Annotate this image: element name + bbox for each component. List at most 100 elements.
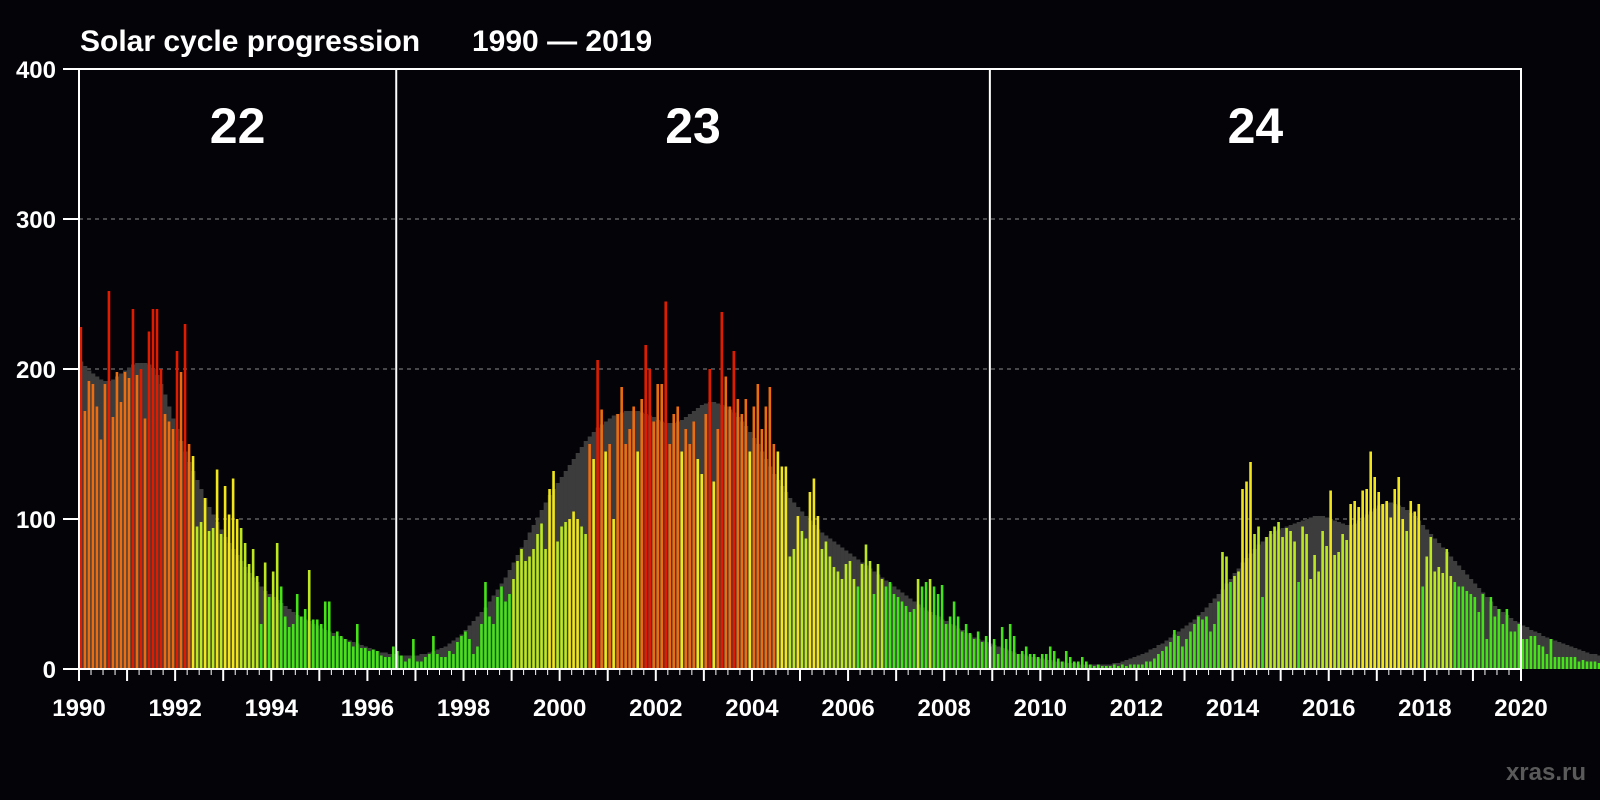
x-tick-label: 2006 [821,695,874,722]
monthly-bar [1445,549,1449,669]
monthly-bar [167,421,171,669]
y-axis-ticks: 0 100 200 300 400 [16,57,79,684]
monthly-bar [1213,624,1216,669]
monthly-bar [676,406,680,669]
monthly-bar [307,570,311,669]
monthly-bar [1545,654,1549,669]
monthly-bar [888,582,892,669]
x-tick-label: 2010 [1014,695,1067,722]
monthly-bar [1569,657,1573,669]
monthly-bar [1585,661,1589,669]
monthly-bar [219,534,223,669]
monthly-bar [315,619,319,669]
monthly-bar [820,549,824,669]
monthly-bar [368,651,371,669]
monthly-bar [1369,451,1372,669]
monthly-bar [1329,490,1332,669]
monthly-bar [235,519,239,669]
smoothed-bar [1136,655,1141,669]
monthly-bar [508,594,511,669]
monthly-bar [880,579,884,669]
monthly-bar [1513,631,1517,669]
monthly-bar [680,451,684,669]
monthly-bar [1105,666,1108,669]
monthly-bar [412,639,415,669]
smoothed-bar [1132,657,1137,669]
monthly-bar [1089,664,1092,669]
monthly-bar [1064,651,1068,669]
monthly-bar [1573,657,1577,669]
monthly-bar [99,439,103,669]
monthly-bar [892,594,896,669]
monthly-bar [1505,609,1509,669]
monthly-bar [1381,504,1385,669]
monthly-bar [267,597,271,669]
monthly-bar [163,414,167,669]
monthly-bar [512,579,515,669]
monthly-bar [856,586,860,669]
monthly-bar [1161,651,1164,669]
monthly-bar [524,561,527,669]
monthly-bar [1072,661,1076,669]
monthly-bar [91,384,95,669]
monthly-bar [688,444,692,669]
monthly-bar [251,549,255,669]
monthly-bar [784,466,788,669]
monthly-bar [488,616,491,669]
monthly-bar [119,402,123,669]
monthly-bar [1249,462,1252,669]
smoothed-bar [1128,658,1133,669]
monthly-bar [1489,597,1493,669]
monthly-bar [1393,489,1397,669]
monthly-bar [432,636,435,669]
monthly-bar [980,642,984,669]
monthly-bar [1020,651,1024,669]
monthly-bar [1561,657,1565,669]
monthly-bar [1457,586,1461,669]
monthly-bar [1541,646,1545,669]
monthly-bar [440,657,443,669]
monthly-bar [936,594,940,669]
monthly-bar [155,309,159,669]
monthly-bar [1165,646,1168,669]
monthly-bar [223,486,227,669]
smoothed-bar [1561,643,1566,669]
monthly-bar [1016,654,1020,669]
monthly-bar [652,421,655,669]
monthly-bar [311,619,315,669]
monthly-bar [1313,555,1316,669]
monthly-bar [1145,661,1148,669]
y-tick-label: 200 [16,357,56,384]
monthly-bar [1084,661,1088,669]
monthly-bar [568,519,571,669]
monthly-bar [1036,657,1040,669]
monthly-bar [1004,639,1008,669]
monthly-bar [776,451,780,669]
monthly-bar [804,538,808,669]
monthly-bar [151,309,155,669]
x-tick-label: 2002 [629,695,682,722]
monthly-bar [231,478,235,669]
monthly-bar [772,444,776,669]
x-tick-label: 2016 [1302,695,1355,722]
monthly-bar [552,471,555,669]
monthly-bar [408,658,411,669]
monthly-bar [424,657,427,669]
monthly-bar [1557,657,1561,669]
monthly-bar [768,387,772,669]
monthly-bar [187,444,191,669]
monthly-bar [363,648,367,669]
monthly-bar [299,616,303,669]
monthly-bar [1197,616,1200,669]
monthly-bar [87,381,91,669]
monthly-bar [1377,492,1381,669]
monthly-bar [351,646,355,669]
monthly-bar [327,601,331,669]
monthly-bar [211,528,215,669]
monthly-bar [1169,642,1172,669]
monthly-bar [824,541,828,669]
monthly-bar [247,564,251,669]
monthly-bar [844,564,848,669]
monthly-bar [143,418,147,669]
x-tick-label: 1998 [437,695,490,722]
